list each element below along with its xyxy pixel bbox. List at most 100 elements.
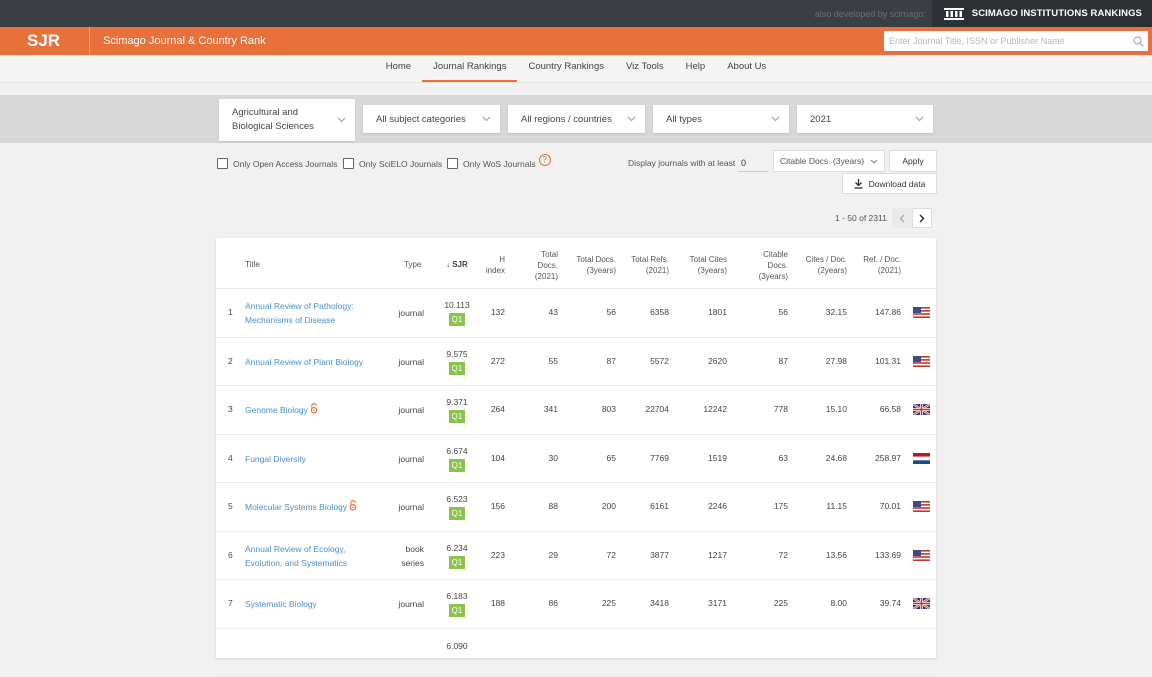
rank-number: 5: [228, 501, 233, 511]
col-total-docs-line2: Docs.: [538, 261, 558, 270]
journal-title-link[interactable]: Systematic Biology: [245, 597, 385, 611]
col-total-docs-3y-line1: Total Docs.: [576, 255, 616, 264]
nav-journal-rankings[interactable]: Journal Rankings: [422, 61, 517, 82]
next-page-button[interactable]: [912, 208, 932, 228]
checkbox-box[interactable]: [447, 158, 458, 169]
subject-category-value: All subject categories: [376, 114, 466, 125]
apply-button[interactable]: Apply: [889, 150, 937, 172]
total-refs-value: 6161: [621, 501, 669, 511]
col-sjr[interactable]: ↓ SJR: [446, 259, 468, 270]
col-total-docs-line3: (2021): [535, 272, 558, 281]
subject-category-select[interactable]: All subject categories: [363, 105, 500, 133]
cites-per-doc-value: 13.56: [796, 550, 847, 560]
us-flag-icon: [913, 307, 930, 318]
sjr-value: 6.183: [446, 591, 467, 601]
cites-per-doc-value: 24.68: [796, 453, 847, 463]
us-flag-icon: [913, 550, 930, 561]
top-bar: also developed by scimago: SCIMAGO INSTI…: [0, 0, 1152, 27]
quartile-badge[interactable]: Q1: [449, 556, 466, 569]
nav-about-us[interactable]: About Us: [716, 61, 777, 82]
chevron-down-icon: [627, 116, 636, 122]
citable-docs-value: 175: [746, 501, 788, 511]
search-icon[interactable]: [1128, 36, 1148, 47]
col-total-cites-line2: (3years): [698, 266, 727, 275]
scimago-institutions-link[interactable]: SCIMAGO INSTITUTIONS RANKINGS: [932, 0, 1152, 27]
col-total-docs-3y[interactable]: Total Docs.(3years): [566, 254, 616, 276]
col-cites-per-doc[interactable]: Cites / Doc.(2years): [796, 254, 847, 276]
subject-area-line1: Agricultural and: [232, 107, 298, 118]
year-select[interactable]: 2021: [797, 105, 933, 133]
col-total-refs-line1: Total Refs.: [631, 255, 669, 264]
region-select[interactable]: All regions / countries: [508, 105, 645, 133]
col-total-cites-line1: Total Cites: [690, 255, 727, 264]
h-index-value: 104: [482, 453, 505, 463]
total-docs-value: 43: [518, 307, 558, 317]
total-docs-value: 86: [518, 598, 558, 608]
quartile-badge[interactable]: Q1: [449, 362, 466, 375]
total-docs-3y-value: 200: [566, 501, 616, 511]
help-icon[interactable]: ?: [539, 154, 551, 166]
total-docs-3y-value: 56: [566, 307, 616, 317]
quartile-badge[interactable]: Q1: [449, 459, 466, 472]
rank-number: 7: [228, 598, 233, 608]
journal-title-line1: Annual Review of Plant Biology: [245, 357, 363, 367]
refs-per-doc-value: 101.31: [852, 356, 901, 366]
col-type[interactable]: Type: [404, 259, 421, 270]
type-select[interactable]: All types: [653, 105, 789, 133]
netherlands-flag-icon: [913, 453, 930, 464]
citable-docs-value: 56: [746, 307, 788, 317]
total-refs-value: 7769: [621, 453, 669, 463]
journal-title-link[interactable]: Annual Review of Plant Biology: [245, 355, 385, 369]
search-input[interactable]: [884, 36, 1128, 46]
journal-title-link[interactable]: Fungal Diversity: [245, 452, 385, 466]
h-index-value: 188: [482, 598, 505, 608]
col-title[interactable]: Title: [245, 259, 260, 270]
sjr-logo[interactable]: SJR: [0, 27, 90, 55]
sjr-value: 9.371: [446, 397, 467, 407]
quartile-badge[interactable]: Q1: [449, 604, 466, 617]
quartile-badge[interactable]: Q1: [449, 313, 466, 326]
quartile-badge[interactable]: Q1: [449, 507, 466, 520]
col-refs-per-doc[interactable]: Ref. / Doc.(2021): [852, 254, 901, 276]
table-row[interactable]: 6.090: [216, 629, 936, 677]
min-docs-input[interactable]: [738, 154, 768, 172]
total-docs-3y-value: 72: [566, 550, 616, 560]
journal-title-link[interactable]: Annual Review of Ecology,Evolution, and …: [245, 542, 385, 570]
sjr-value: 10.113: [444, 300, 469, 310]
journal-title-link[interactable]: Molecular Systems Biology: [245, 500, 385, 515]
nav-home[interactable]: Home: [375, 61, 422, 82]
site-title[interactable]: Scimago Journal & Country Rank: [90, 35, 884, 47]
nav-viz-tools[interactable]: Viz Tools: [615, 61, 675, 82]
journal-title-link[interactable]: Genome Biology: [245, 403, 385, 418]
prev-page-button[interactable]: [892, 208, 912, 228]
checkbox-box[interactable]: [217, 158, 228, 169]
citable-docs-value: 87: [746, 356, 788, 366]
quartile-badge[interactable]: Q1: [449, 410, 466, 423]
col-total-cites[interactable]: Total Cites (3years): [676, 254, 727, 276]
journal-title-link[interactable]: Annual Review of Pathology:Mechanisms of…: [245, 299, 385, 327]
cites-per-doc-value: 8.00: [796, 598, 847, 608]
checkbox-box[interactable]: [343, 158, 354, 169]
download-data-button[interactable]: Download data: [842, 173, 937, 194]
col-total-refs[interactable]: Total Refs.(2021): [621, 254, 669, 276]
nav-help[interactable]: Help: [675, 61, 717, 82]
citable-docs-select[interactable]: Citable Docs. (3years): [773, 150, 885, 172]
wos-checkbox[interactable]: Only WoS Journals ?: [447, 158, 551, 169]
scielo-checkbox[interactable]: Only SciELO Journals: [343, 158, 442, 169]
open-access-checkbox[interactable]: Only Open Access Journals: [217, 158, 337, 169]
pagination: 1 - 50 of 2311: [835, 208, 932, 228]
nav-country-rankings[interactable]: Country Rankings: [517, 61, 615, 82]
